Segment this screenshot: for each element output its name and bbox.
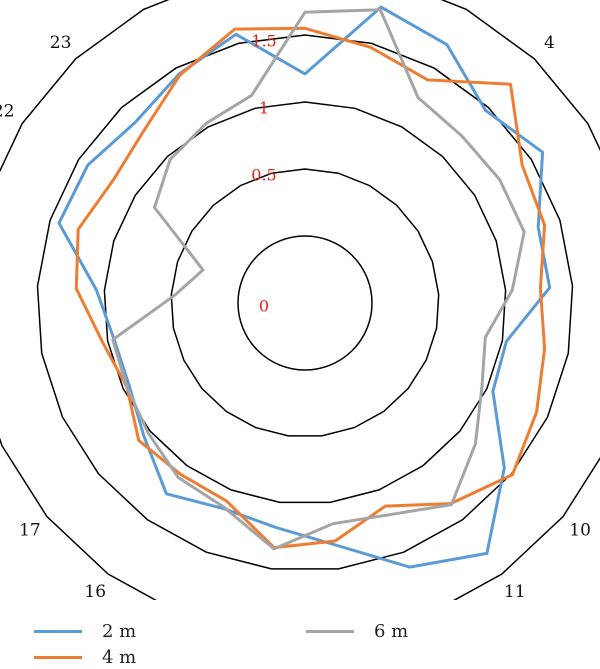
series-lines [59, 7, 550, 567]
legend-swatch-4m [34, 656, 82, 659]
radial-tick-label: 0 [259, 297, 269, 316]
radial-tick-labels: 00.511.52 [251, 0, 276, 316]
series-line-2m [59, 7, 550, 567]
radar-chart: 1234567891011121314151617181920212223242… [0, 0, 600, 600]
radial-tick-label: 0.5 [251, 166, 276, 185]
category-label-17: 17 [19, 521, 41, 541]
category-label-10: 10 [569, 521, 591, 541]
category-label-22: 22 [0, 102, 14, 122]
category-label-23: 23 [50, 33, 72, 53]
radial-tick-label: 1.5 [251, 32, 276, 51]
category-label-4: 4 [544, 33, 555, 53]
legend-item-4m: 4 m [34, 645, 136, 669]
legend-label-6m: 6 m [374, 621, 408, 642]
series-line-4m [76, 28, 544, 547]
legend-label-4m: 4 m [102, 647, 136, 668]
legend-swatch-2m [34, 630, 82, 633]
legend-label-2m: 2 m [102, 621, 136, 642]
radial-tick-label: 1 [259, 99, 269, 118]
legend-swatch-6m [306, 630, 354, 633]
legend-item-2m: 2 m [34, 619, 136, 643]
category-label-16: 16 [84, 582, 106, 600]
category-label-11: 11 [504, 582, 526, 600]
legend-item-6m: 6 m [306, 619, 408, 643]
ring-0.5 [171, 169, 438, 436]
legend: 2 m 6 m 4 m [0, 600, 600, 664]
